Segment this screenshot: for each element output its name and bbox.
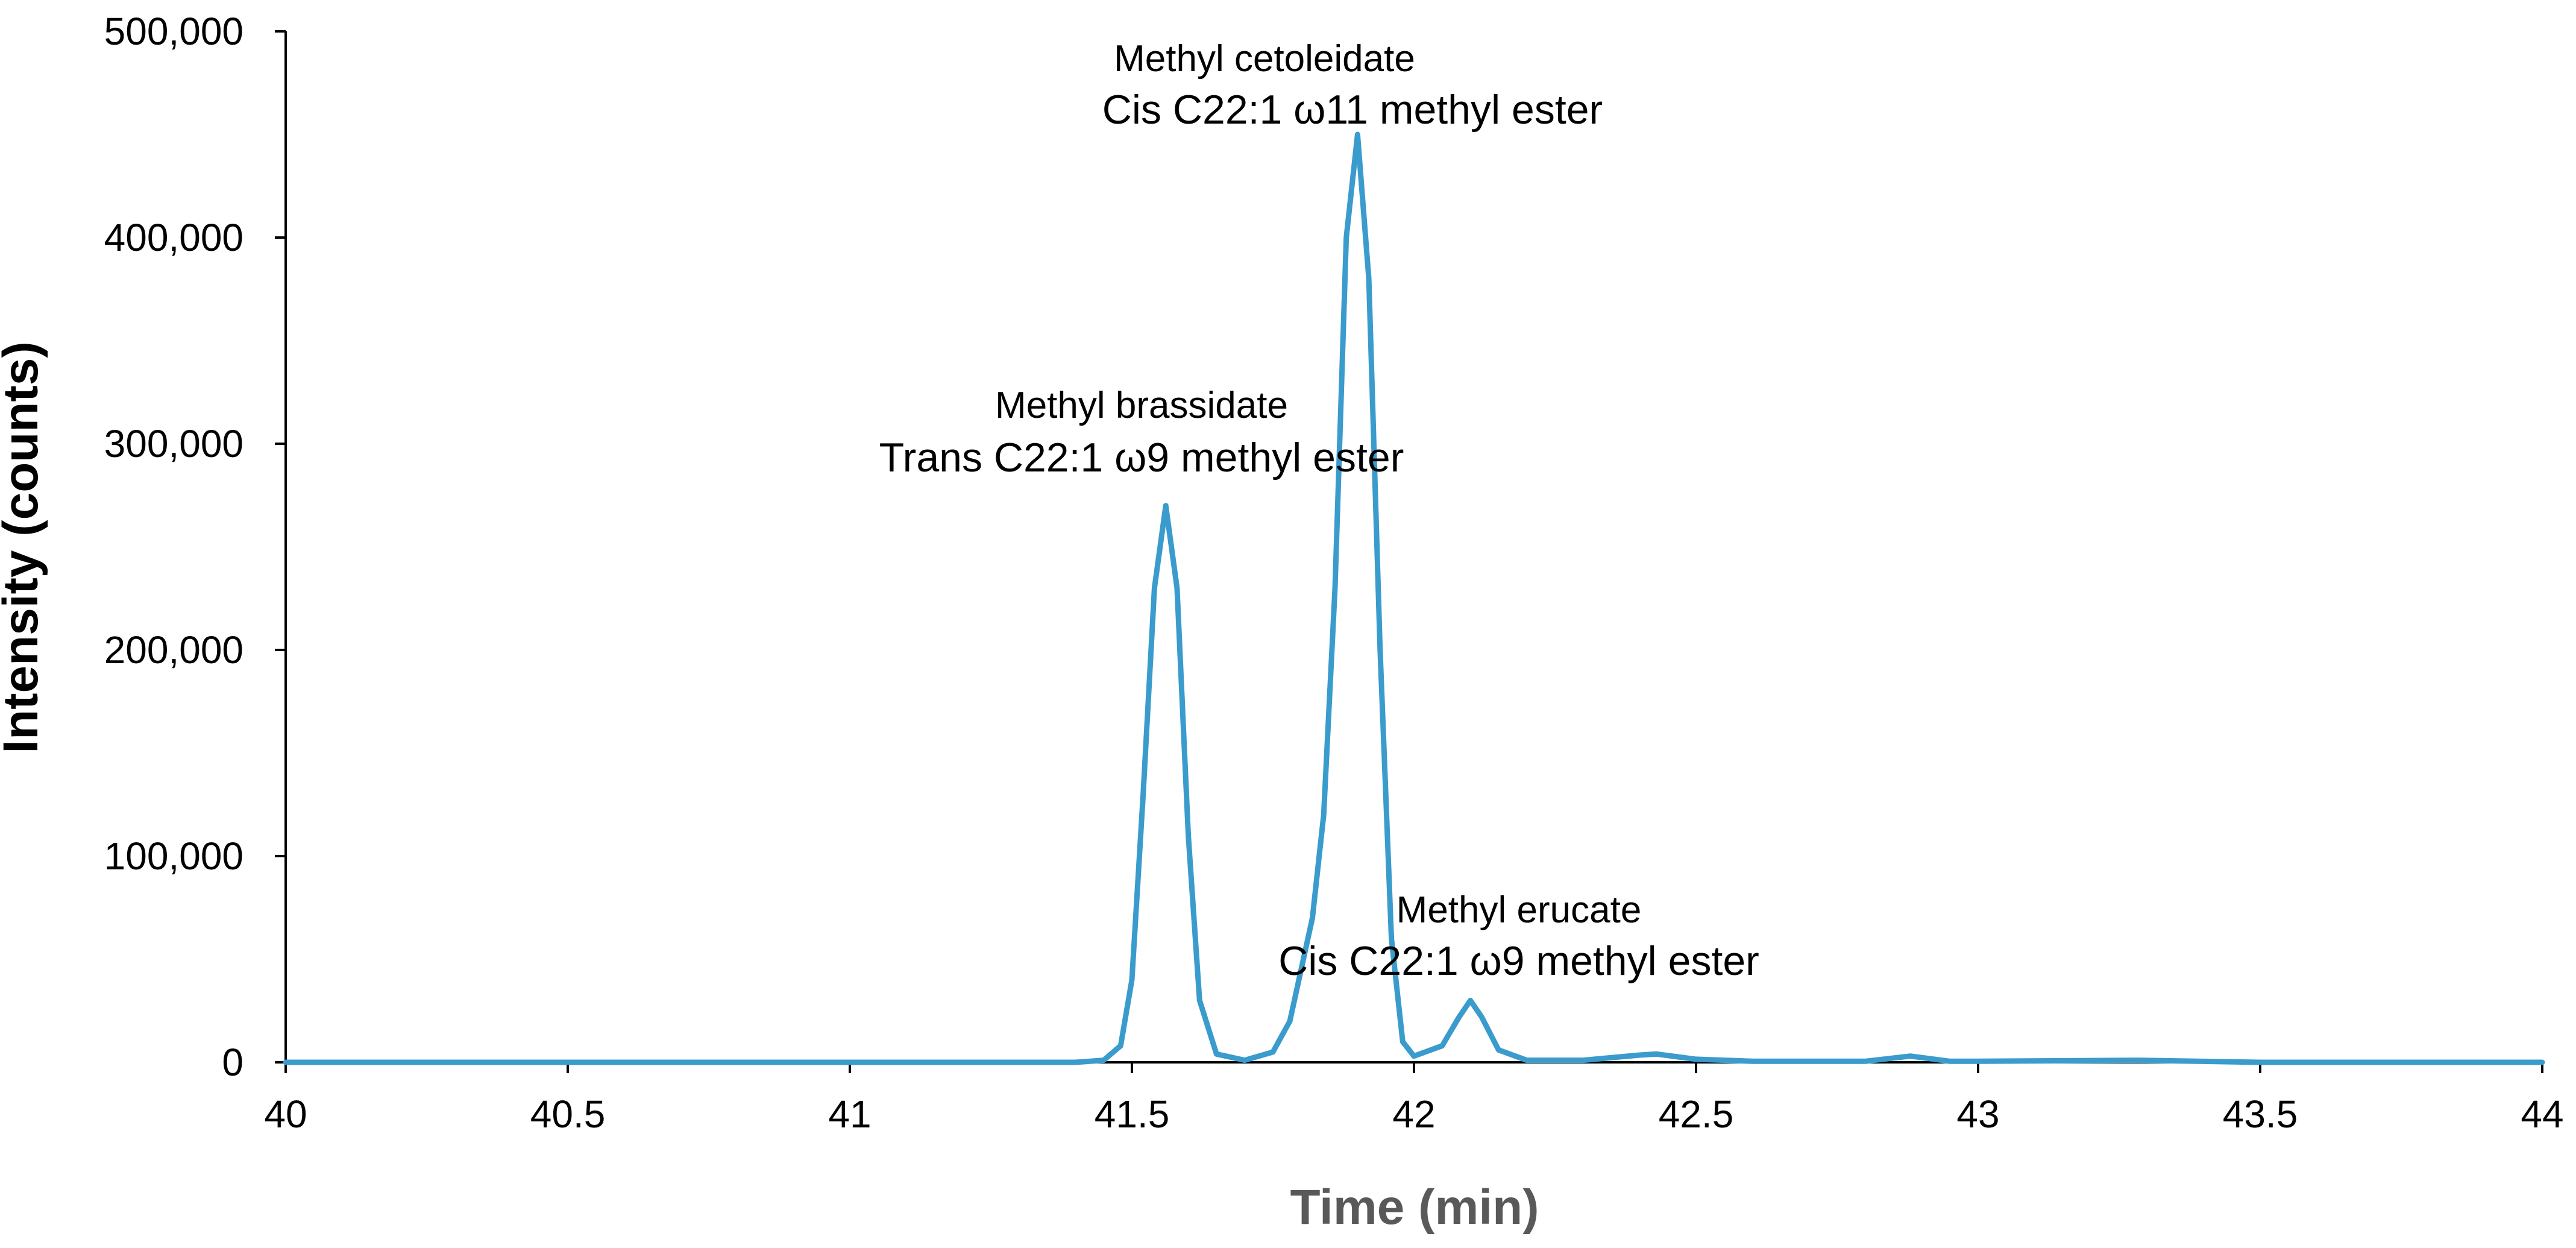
y-tick-label: 500,000: [104, 10, 243, 53]
annotation-formula: Trans C22:1 ω9 methyl ester: [879, 435, 1404, 481]
annotation-formula: Cis C22:1 ω9 methyl ester: [1278, 938, 1759, 984]
y-tick-label: 100,000: [104, 834, 243, 878]
annotation-name: Methyl brassidate: [995, 385, 1288, 426]
y-axis-ticks: 0 100,000 200,000 300,000 400,000 500,000: [104, 10, 286, 1084]
y-axis-title: Intensity (counts): [0, 341, 48, 753]
x-tick-label: 43.5: [2223, 1092, 2298, 1136]
annotation-formula: Cis C22:1 ω11 methyl ester: [1102, 87, 1603, 133]
x-tick-label: 43: [1956, 1092, 1999, 1136]
y-tick-label: 0: [222, 1041, 243, 1084]
annotation-name: Methyl erucate: [1396, 889, 1642, 931]
x-tick-label: 42.5: [1659, 1092, 1734, 1136]
chromatogram-trace: [283, 131, 2545, 1065]
x-tick-label: 40.5: [530, 1092, 606, 1136]
annotation-erucate: Methyl erucate Cis C22:1 ω9 methyl ester: [1278, 889, 1759, 984]
y-tick-label: 300,000: [104, 422, 243, 465]
x-tick-label: 41.5: [1095, 1092, 1170, 1136]
annotation-cetoleidate: Methyl cetoleidate Cis C22:1 ω11 methyl …: [1102, 38, 1603, 133]
y-tick-label: 200,000: [104, 628, 243, 672]
y-tick-label: 400,000: [104, 216, 243, 259]
x-tick-label: 42: [1392, 1092, 1435, 1136]
x-tick-label: 41: [828, 1092, 871, 1136]
x-tick-label: 44: [2521, 1092, 2563, 1136]
x-axis-ticks: 40 40.5 41 41.5 42 42.5 43 43.5 44: [264, 1062, 2564, 1136]
annotation-brassidate: Methyl brassidate Trans C22:1 ω9 methyl …: [879, 385, 1404, 481]
x-axis-title: Time (min): [1290, 1180, 1539, 1235]
x-tick-label: 40: [264, 1092, 307, 1136]
annotation-name: Methyl cetoleidate: [1114, 38, 1415, 80]
